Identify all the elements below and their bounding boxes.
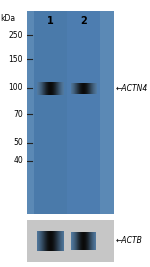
FancyBboxPatch shape [34, 11, 67, 214]
Text: ←ACTN4: ←ACTN4 [116, 84, 148, 93]
FancyBboxPatch shape [67, 11, 100, 214]
Text: 1: 1 [47, 16, 54, 26]
Text: 70: 70 [13, 110, 23, 119]
Text: kDa: kDa [1, 14, 16, 23]
Text: 2: 2 [80, 16, 87, 26]
Text: ←ACTB: ←ACTB [116, 237, 143, 245]
Text: 250: 250 [8, 30, 23, 40]
Text: 150: 150 [8, 55, 23, 64]
Text: 40: 40 [13, 156, 23, 165]
Text: 50: 50 [13, 138, 23, 147]
Text: 100: 100 [8, 83, 23, 92]
